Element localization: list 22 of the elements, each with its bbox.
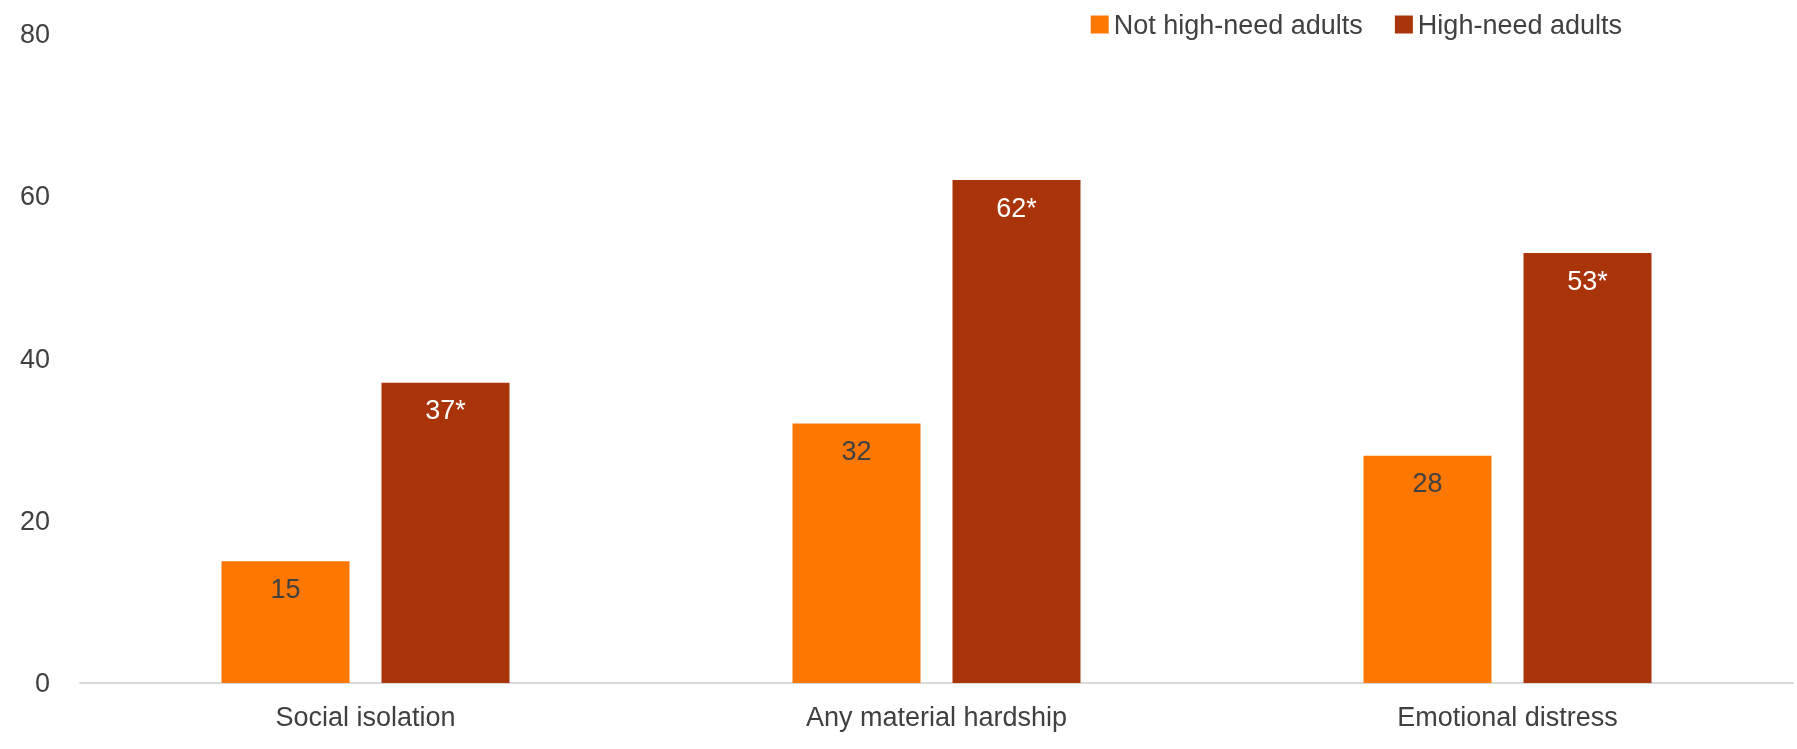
bar (381, 382, 510, 683)
bar (792, 423, 921, 683)
x-tick-label: Social isolation (275, 701, 456, 732)
bar (221, 561, 350, 683)
data-label: 15 (270, 573, 301, 604)
data-label: 32 (841, 435, 872, 466)
y-tick-label: 60 (19, 181, 50, 212)
data-label: 28 (1412, 468, 1443, 499)
bar (952, 180, 1081, 683)
legend-label: High-need adults (1417, 9, 1623, 40)
bar (1363, 455, 1492, 683)
y-tick-label: 40 (19, 343, 50, 374)
x-tick-label: Any material hardship (805, 701, 1068, 732)
bar (1523, 253, 1652, 683)
y-tick-label: 80 (19, 19, 50, 49)
legend-label: Not high-need adults (1113, 9, 1363, 40)
y-tick-label: 0 (34, 668, 50, 698)
data-label: 62* (996, 192, 1038, 223)
data-label: 53* (1567, 265, 1609, 296)
data-label: 37* (425, 395, 467, 426)
y-tick-label: 20 (19, 505, 50, 536)
x-tick-label: Emotional distress (1397, 701, 1618, 732)
